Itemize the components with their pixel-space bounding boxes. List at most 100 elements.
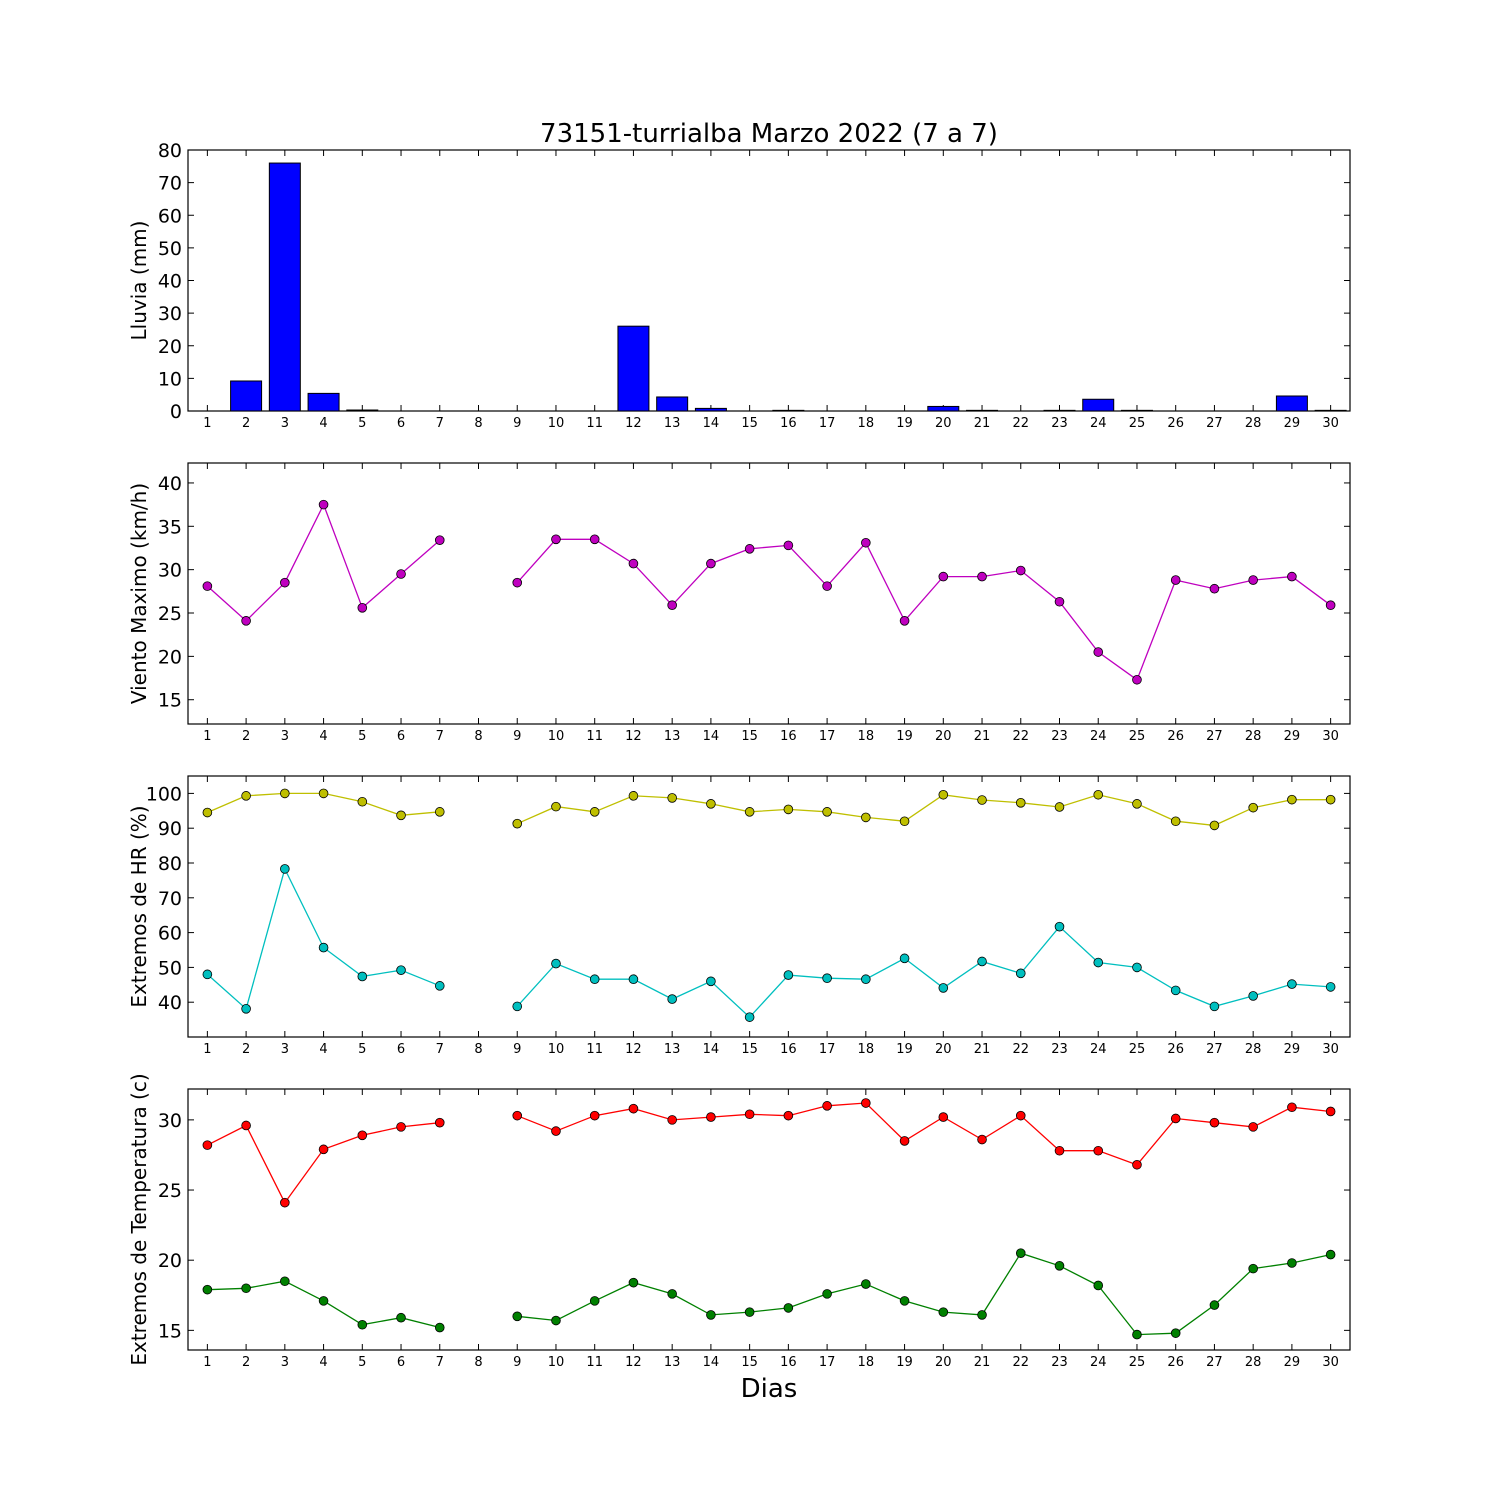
x-tick-label: 9 [513,729,521,744]
x-tick-label: 10 [548,729,565,744]
x-tick-label: 19 [896,416,913,431]
data-point-day-2 [241,791,251,801]
x-tick-label: 28 [1245,729,1262,744]
x-tick-label: 16 [780,1355,797,1370]
data-point-day-1 [202,969,213,980]
x-tick-label: 13 [664,1042,681,1057]
x-tick-label: 8 [474,729,482,744]
data-point-day-12 [628,791,639,801]
series-line-0 [516,1102,1331,1166]
x-tick-label: 7 [436,1355,444,1370]
data-point-day-23 [1054,921,1065,932]
y-tick-label: 20 [158,1250,182,1272]
data-point-day-3 [280,577,290,588]
x-tick-label: 4 [319,1355,327,1370]
x-tick-label: 11 [586,1355,603,1370]
y-tick-label: 90 [158,818,182,840]
data-point-day-7 [434,535,445,545]
y-tick-label: 0 [170,401,182,423]
data-point-day-4 [318,788,329,799]
data-point-day-16 [783,540,794,551]
data-point-day-13 [667,1289,677,1299]
x-tick-label: 5 [358,1042,366,1057]
x-tick-label: 18 [858,729,875,744]
data-point-day-16 [783,1303,794,1313]
data-point-day-2 [241,616,251,626]
data-point-day-15 [744,1307,755,1317]
data-point-day-22 [1015,565,1026,576]
y-tick-label: 20 [158,646,182,668]
data-point-day-23 [1054,1145,1065,1156]
x-tick-label: 3 [281,1042,289,1057]
x-tick-label: 13 [664,729,681,744]
data-point-day-7 [434,1117,445,1128]
data-point-day-13 [667,600,677,611]
x-tick-label: 27 [1206,1042,1223,1057]
x-tick-label: 10 [548,1042,565,1057]
data-point-day-11 [589,974,600,985]
data-point-day-15 [744,807,755,817]
data-point-day-15 [744,544,755,554]
x-tick-label: 30 [1322,729,1339,744]
x-tick-label: 26 [1167,1355,1184,1370]
data-point-day-16 [783,970,794,980]
x-tick-label: 2 [242,1355,250,1370]
x-tick-label: 8 [474,1042,482,1057]
data-point-day-7 [434,1322,445,1333]
x-tick-label: 20 [935,1355,952,1370]
data-point-day-6 [396,569,406,579]
x-tick-label: 3 [281,729,289,744]
data-point-day-15 [744,1012,755,1022]
data-point-day-3 [280,1276,290,1287]
data-point-day-23 [1054,802,1065,812]
data-point-day-21 [977,1310,987,1320]
data-point-day-30 [1325,1106,1336,1117]
data-point-day-26 [1170,816,1181,827]
bar-day-2 [230,380,263,412]
x-tick-label: 18 [858,1355,875,1370]
data-point-day-13 [667,994,677,1004]
x-tick-label: 19 [896,729,913,744]
data-point-day-2 [241,1120,251,1131]
y-tick-label: 25 [158,603,182,625]
y-axis-label: Viento Maximo (km/h) [127,483,151,704]
x-tick-label: 5 [358,729,366,744]
x-tick-label: 11 [586,1042,603,1057]
data-point-day-22 [1015,797,1026,808]
x-tick-label: 29 [1284,729,1301,744]
y-tick-label: 30 [158,303,182,325]
data-point-day-5 [357,1130,368,1141]
x-tick-label: 11 [586,729,603,744]
data-point-day-25 [1132,1159,1142,1170]
data-point-day-27 [1209,820,1220,831]
data-point-day-2 [241,1283,251,1294]
data-point-day-4 [318,1296,329,1306]
series-line-1 [517,1252,1331,1336]
x-tick-label: 14 [703,416,720,431]
x-tick-label: 28 [1245,416,1262,431]
y-tick-label: 25 [158,1180,182,1202]
x-tick-label: 4 [319,1042,327,1057]
x-tick-label: 17 [819,1042,836,1057]
data-point-day-24 [1093,647,1104,657]
panel-frame [187,462,1351,725]
data-point-day-10 [551,534,561,545]
data-point-day-27 [1209,1001,1220,1012]
data-point-day-27 [1209,1300,1220,1310]
data-point-day-20 [938,1112,949,1122]
x-tick-label: 29 [1284,1042,1301,1057]
x-axis-label: Dias [741,1374,798,1404]
data-point-day-24 [1093,1280,1104,1291]
x-tick-label: 29 [1284,416,1301,431]
data-point-day-11 [589,807,600,817]
data-point-day-11 [589,1296,600,1306]
data-point-day-1 [202,807,213,818]
data-point-day-9 [512,1311,523,1322]
x-tick-label: 16 [780,416,797,431]
data-point-day-12 [628,1103,639,1114]
data-point-day-20 [938,789,949,800]
data-point-day-11 [589,1110,600,1121]
data-point-day-2 [241,1004,251,1014]
bar-day-29 [1275,395,1308,412]
